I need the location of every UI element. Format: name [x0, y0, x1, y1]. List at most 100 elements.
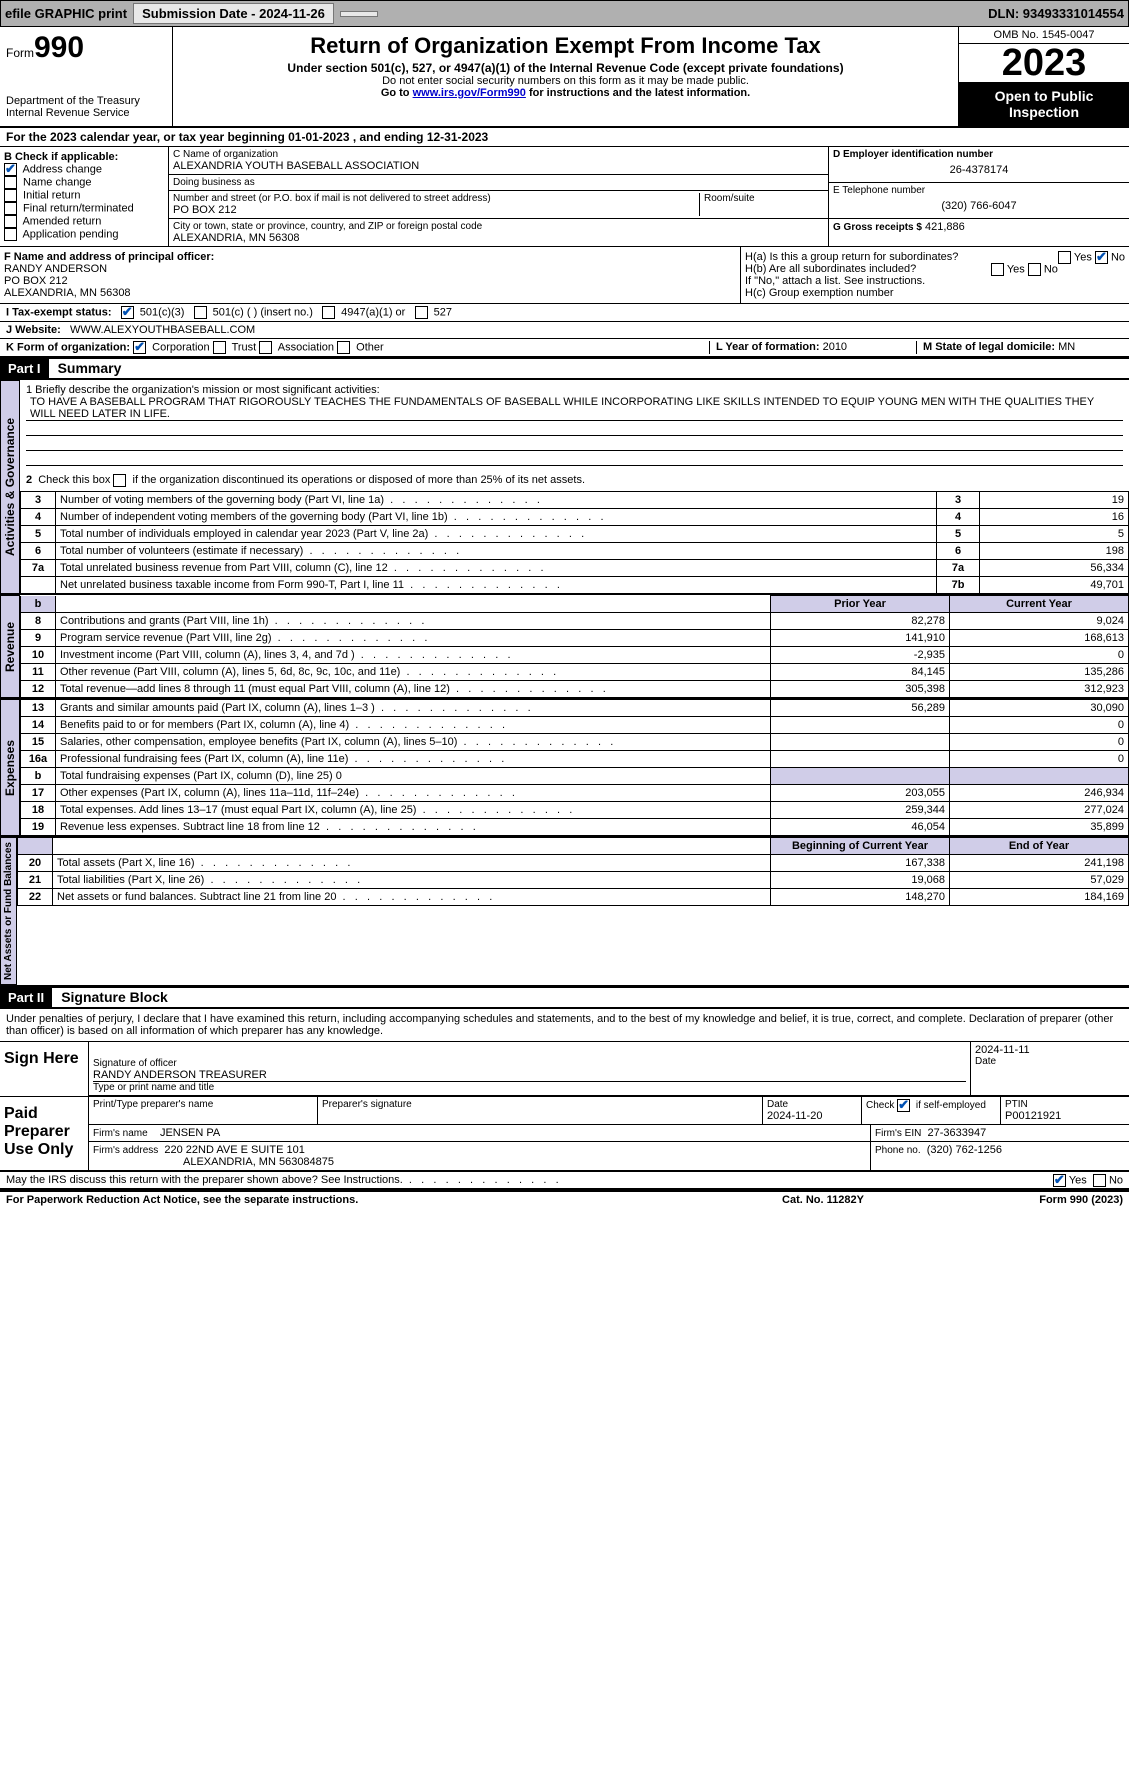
m-value: MN — [1058, 341, 1075, 353]
website-row: J Website: WWW.ALEXYOUTHBASEBALL.COM — [0, 322, 1129, 339]
inspection-badge: Open to Public Inspection — [959, 82, 1129, 126]
form-title: Return of Organization Exempt From Incom… — [181, 33, 950, 59]
self-emp-cb[interactable] — [897, 1099, 910, 1112]
tax-year: 2023 — [959, 44, 1129, 82]
checkbox[interactable] — [4, 202, 17, 215]
sig-date: 2024-11-11 — [975, 1044, 1125, 1056]
checkbox-item: Final return/terminated — [4, 202, 164, 215]
part2-header-row: Part II Signature Block — [0, 987, 1129, 1009]
discuss-no-cb[interactable] — [1093, 1174, 1106, 1187]
part1-header-row: Part I Summary — [0, 358, 1129, 380]
ein-value: 26-4378174 — [833, 160, 1125, 180]
gross-value: 421,886 — [925, 221, 965, 233]
col-end: End of Year — [950, 838, 1129, 855]
firm-phone-label: Phone no. — [875, 1145, 921, 1156]
irs-link[interactable]: www.irs.gov/Form990 — [413, 87, 526, 99]
page-footer: For Paperwork Reduction Act Notice, see … — [0, 1190, 1129, 1208]
checkbox-item: Application pending — [4, 228, 164, 241]
goto-pre: Go to — [381, 87, 413, 99]
city-value: ALEXANDRIA, MN 56308 — [173, 232, 824, 244]
trust-cb[interactable] — [213, 341, 226, 354]
checkbox[interactable] — [4, 163, 17, 176]
date-label: Date — [975, 1056, 1125, 1067]
prep-name-label: Print/Type preparer's name — [93, 1099, 313, 1110]
table-row: 6Total number of volunteers (estimate if… — [21, 543, 1129, 560]
mission-blank-3 — [26, 451, 1123, 466]
line1-label: 1 Briefly describe the organization's mi… — [26, 384, 1123, 396]
ha-no-cb[interactable] — [1095, 251, 1108, 264]
checkbox[interactable] — [4, 228, 17, 241]
room-label: Room/suite — [704, 193, 824, 204]
org-name: ALEXANDRIA YOUTH BASEBALL ASSOCIATION — [173, 160, 824, 172]
table-row: 5Total number of individuals employed in… — [21, 526, 1129, 543]
checkbox[interactable] — [4, 215, 17, 228]
street-address: PO BOX 212 — [173, 204, 695, 216]
name-label: C Name of organization — [173, 149, 824, 160]
discuss-row: May the IRS discuss this return with the… — [0, 1172, 1129, 1190]
form-subtitle: Under section 501(c), 527, or 4947(a)(1)… — [181, 61, 950, 75]
dept: Department of the Treasury — [6, 95, 166, 107]
table-row: 17Other expenses (Part IX, column (A), l… — [21, 785, 1129, 802]
officer-addr2: ALEXANDRIA, MN 56308 — [4, 287, 736, 299]
checkbox-item: Amended return — [4, 215, 164, 228]
part2-title: Signature Block — [55, 987, 174, 1007]
table-row: 11Other revenue (Part VIII, column (A), … — [21, 664, 1129, 681]
efile-label: efile GRAPHIC print — [5, 6, 127, 21]
hb-note: If "No," attach a list. See instructions… — [745, 275, 1125, 287]
table-row: 14Benefits paid to or for members (Part … — [21, 717, 1129, 734]
website-label: J Website: — [6, 324, 61, 336]
527-cb[interactable] — [415, 306, 428, 319]
line2-cb[interactable] — [113, 474, 126, 487]
ha-yes-cb[interactable] — [1058, 251, 1071, 264]
dba-label: Doing business as — [173, 177, 824, 188]
discuss-label: May the IRS discuss this return with the… — [6, 1174, 403, 1186]
501c-cb[interactable] — [194, 306, 207, 319]
k-label: K Form of organization: — [6, 341, 130, 353]
corp-cb[interactable] — [133, 341, 146, 354]
dln: DLN: 93493331014554 — [988, 6, 1124, 21]
table-row: bTotal fundraising expenses (Part IX, co… — [21, 768, 1129, 785]
section-a: For the 2023 calendar year, or tax year … — [0, 128, 1129, 147]
tab-expenses: Expenses — [0, 699, 20, 836]
part1-title: Summary — [52, 358, 128, 378]
4947-cb[interactable] — [322, 306, 335, 319]
phone-value: (320) 766-6047 — [833, 196, 1125, 216]
table-expenses: 13Grants and similar amounts paid (Part … — [20, 699, 1129, 836]
tab-activities: Activities & Governance — [0, 380, 20, 594]
col-prior: Prior Year — [771, 596, 950, 613]
m-label: M State of legal domicile: — [923, 341, 1055, 353]
table-row: 21Total liabilities (Part X, line 26) 19… — [18, 872, 1129, 889]
firm-addr-label: Firm's address — [93, 1145, 158, 1156]
ptin-value: P00121921 — [1005, 1110, 1125, 1122]
form-number: 990 — [34, 31, 84, 64]
501c3-cb[interactable] — [121, 306, 134, 319]
assoc-cb[interactable] — [259, 341, 272, 354]
city-label: City or town, state or province, country… — [173, 221, 824, 232]
sign-here-label: Sign Here — [0, 1042, 89, 1096]
addr-label: Number and street (or P.O. box if mail i… — [173, 193, 695, 204]
prep-date: 2024-11-20 — [767, 1110, 857, 1122]
other-cb[interactable] — [337, 341, 350, 354]
tab-net-assets: Net Assets or Fund Balances — [0, 837, 17, 985]
table-revenue: b Prior Year Current Year 8Contributions… — [20, 595, 1129, 698]
declaration: Under penalties of perjury, I declare th… — [0, 1009, 1129, 1042]
footer-right: Form 990 (2023) — [923, 1194, 1123, 1206]
table-activities: 3Number of voting members of the governi… — [20, 491, 1129, 594]
top-bar: efile GRAPHIC print Submission Date - 20… — [0, 0, 1129, 27]
table-row: 7aTotal unrelated business revenue from … — [21, 560, 1129, 577]
submission-date: Submission Date - 2024-11-26 — [133, 3, 334, 24]
officer-addr1: PO BOX 212 — [4, 275, 736, 287]
website-value: WWW.ALEXYOUTHBASEBALL.COM — [70, 324, 255, 336]
checkbox[interactable] — [4, 189, 17, 202]
tab-revenue: Revenue — [0, 595, 20, 698]
sig-officer: RANDY ANDERSON TREASURER — [93, 1069, 966, 1081]
firm-ein: 27-3633947 — [927, 1127, 986, 1139]
hb-no-cb[interactable] — [1028, 263, 1041, 276]
mission-blank-2 — [26, 436, 1123, 451]
hb-yes-cb[interactable] — [991, 263, 1004, 276]
sig-type-label: Type or print name and title — [93, 1081, 966, 1093]
discuss-yes-cb[interactable] — [1053, 1174, 1066, 1187]
checkbox[interactable] — [4, 176, 17, 189]
mission-blank-1 — [26, 421, 1123, 436]
part1-badge: Part I — [0, 359, 49, 378]
